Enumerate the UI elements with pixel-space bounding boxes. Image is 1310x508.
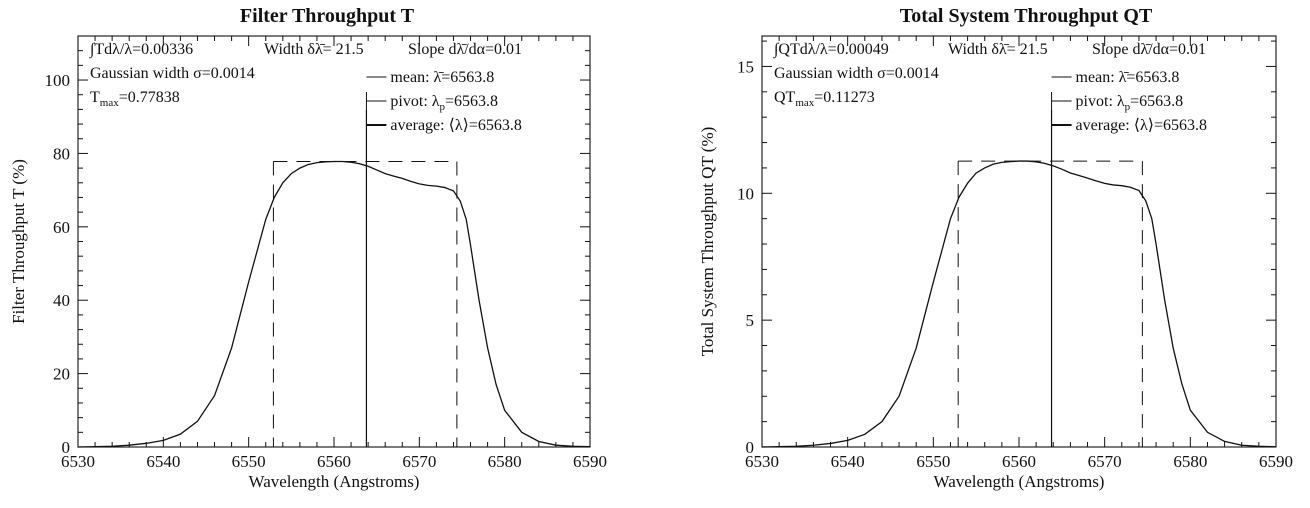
chart-title: Total System Throughput QT — [900, 5, 1153, 27]
y-tick-label: 5 — [746, 311, 755, 330]
y-tick-label: 20 — [53, 365, 70, 384]
annotation-max-sub: max — [795, 97, 814, 109]
annotation-integral: ∫QTdλ/λ=0.00049 — [773, 41, 889, 59]
annotation-gaussian: Gaussian width σ=0.0014 — [774, 65, 939, 82]
y-axis-label: Total System Throughput QT (%) — [698, 127, 717, 357]
annotation-max-prefix: QT — [774, 89, 796, 106]
annotation-slope: Slope dλ̄/dα=0.01 — [1092, 41, 1206, 58]
x-tick-label: 6580 — [1173, 452, 1207, 471]
annotation-max-prefix: T — [90, 89, 100, 106]
legend-mean-label: mean: λ̄=6563.8 — [390, 69, 494, 86]
annotation-integral: ∫Tdλ/λ=0.00336 — [89, 41, 193, 59]
chart-title: Filter Throughput T — [240, 5, 415, 27]
annotation-max: Tmax=0.77838 — [90, 89, 180, 109]
y-tick-label: 10 — [737, 184, 754, 203]
x-tick-label: 6580 — [488, 452, 522, 471]
x-tick-label: 6540 — [146, 452, 180, 471]
x-tick-label: 6530 — [61, 452, 95, 471]
y-tick-label: 15 — [737, 57, 754, 76]
annotation-gaussian: Gaussian width σ=0.0014 — [90, 65, 255, 82]
legend-pivot-sub: p — [1125, 101, 1131, 113]
y-tick-label: 40 — [53, 291, 70, 310]
legend-average-label: average: ⟨λ⟩=6563.8 — [1076, 117, 1207, 134]
y-tick-label: 0 — [746, 438, 755, 457]
x-tick-label: 6550 — [916, 452, 950, 471]
legend-pivot-prefix: pivot: λ — [390, 93, 439, 110]
x-axis-label: Wavelength (Angstroms) — [934, 472, 1105, 491]
legend-average-label: average: ⟨λ⟩=6563.8 — [390, 117, 521, 134]
legend-pivot-value: =6563.8 — [1130, 93, 1183, 110]
annotation-max-value: =0.77838 — [119, 89, 180, 106]
chart-panel-2: Total System Throughput QT 6530 6540 6550 65… — [698, 5, 1293, 491]
chart-panel-1: Filter Throughput T 6530 6540 6550 6560 6570 6… — [9, 5, 607, 491]
x-tick-label: 6590 — [1259, 452, 1293, 471]
annotation-max-sub: max — [100, 97, 119, 109]
y-tick-label: 0 — [62, 438, 71, 457]
x-tick-label: 6530 — [745, 452, 779, 471]
x-tick-label: 6540 — [831, 452, 865, 471]
x-tick-label: 6570 — [402, 452, 436, 471]
annotation-max: QTmax=0.11273 — [774, 89, 875, 109]
legend-pivot-value: =6563.8 — [445, 93, 498, 110]
annotation-max-value: =0.11273 — [814, 89, 874, 106]
legend-mean-label: mean: λ̄=6563.8 — [1076, 69, 1180, 86]
x-tick-label: 6560 — [317, 452, 351, 471]
legend-pivot-prefix: pivot: λ — [1076, 93, 1125, 110]
y-tick-label: 100 — [45, 71, 71, 90]
legend-pivot-label: pivot: λp=6563.8 — [1076, 93, 1184, 113]
annotation-slope: Slope dλ̄/dα=0.01 — [408, 41, 522, 58]
x-tick-label: 6550 — [232, 452, 266, 471]
x-axis-label: Wavelength (Angstroms) — [249, 472, 420, 491]
x-tick-label: 6560 — [1002, 452, 1036, 471]
y-tick-label: 80 — [53, 144, 70, 163]
annotation-width: Width δλ̄= 21.5 — [948, 41, 1048, 58]
legend-pivot-label: pivot: λp=6563.8 — [390, 93, 498, 113]
throughput-curve — [77, 160, 591, 448]
legend-pivot-sub: p — [440, 101, 446, 113]
x-tick-label: 6590 — [573, 452, 607, 471]
y-tick-label: 60 — [53, 218, 70, 237]
y-axis-label: Filter Throughput T (%) — [9, 159, 28, 324]
throughput-curve — [761, 160, 1277, 448]
x-tick-label: 6570 — [1088, 452, 1122, 471]
annotation-width: Width δλ̄= 21.5 — [264, 41, 364, 58]
